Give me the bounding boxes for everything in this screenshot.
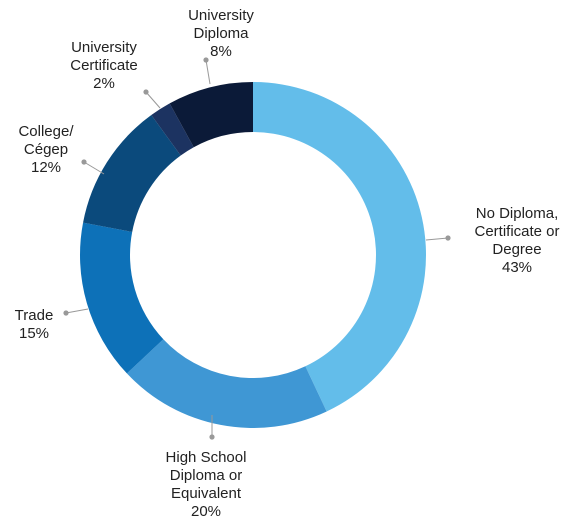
slice-label-5: University Diploma 8% [188,7,254,60]
slice-label-3: College/Cégep 12% [18,123,74,176]
donut-slice-1 [126,339,327,429]
leader-line-2 [65,308,89,314]
leader-dot-3 [81,159,87,165]
slice-label-line: Diploma [193,25,249,42]
slice-percent: 43% [502,259,532,276]
leader-dot-4 [143,89,149,95]
leader-line-3 [83,161,105,175]
slice-label-4: University Certificate 2% [70,39,138,92]
slice-label-line: No Diploma, [476,205,559,222]
leader-dot-1 [209,434,215,440]
donut-slice-4 [151,103,194,156]
leader-dot-0 [445,235,451,241]
donut-slice-3 [83,115,181,232]
leader-dot-2 [63,310,69,316]
leader-line-4 [145,91,161,109]
slice-label-line: Certificate or [474,223,559,240]
slice-label-line: High School [166,449,247,466]
slice-percent: 20% [191,503,221,520]
slice-label-line: Certificate [70,57,138,74]
leader-lines [63,57,451,440]
slice-label-line: Equivalent [171,485,242,502]
slice-label-line: University [188,7,254,24]
slice-label-0: No Diploma, Certificate or Degree 43% [474,205,559,276]
leader-line-0 [425,237,449,241]
slice-label-line: College/ [18,123,74,140]
slice-label-line: Trade [15,307,54,324]
slice-label-line: Diploma or [170,467,243,484]
leader-line-5 [205,59,211,85]
slice-label-2: Trade 15% [15,307,54,342]
slice-percent: 8% [210,43,232,60]
slice-label-line: Cégep [24,141,68,158]
slice-percent: 15% [19,325,49,342]
leader-dot-5 [203,57,209,63]
donut-slice-0 [253,82,427,412]
slice-percent: 2% [93,75,115,92]
slice-labels: No Diploma, Certificate or Degree 43% High S… [15,7,560,520]
slice-label-1: High School Diploma or Equivalent 20% [166,449,247,520]
donut-slices [80,82,427,429]
slice-label-line: University [71,39,137,56]
donut-slice-5 [169,82,253,148]
donut-slice-2 [80,222,164,374]
slice-percent: 12% [31,159,61,176]
slice-label-line: Degree [492,241,541,258]
